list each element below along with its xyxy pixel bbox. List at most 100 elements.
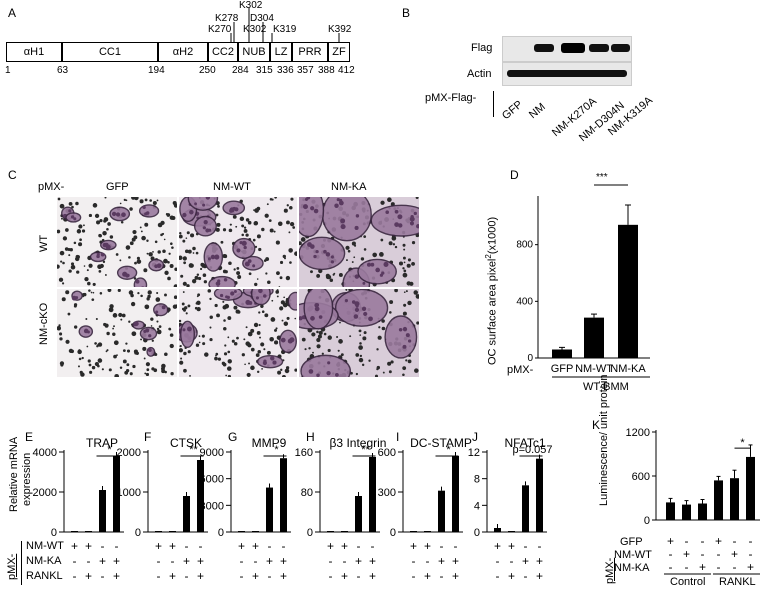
- stain-speck: [92, 203, 98, 208]
- stain-speck: [406, 263, 411, 268]
- stain-speck: [169, 333, 174, 337]
- domain-zf: ZF: [328, 42, 350, 62]
- stain-speck: [78, 224, 83, 229]
- nucleus: [330, 260, 335, 264]
- stain-speck: [403, 256, 406, 260]
- nucleus: [375, 267, 380, 273]
- stain-speck: [232, 214, 237, 219]
- stain-speck: [68, 254, 71, 257]
- stain-speck: [78, 357, 82, 361]
- stain-speck: [170, 372, 174, 376]
- stain-speck: [389, 300, 394, 305]
- stain-speck: [179, 232, 182, 235]
- nucleus: [340, 218, 346, 224]
- stain-speck: [288, 231, 291, 234]
- d-x-label-0: GFP: [551, 363, 574, 375]
- stain-speck: [294, 251, 297, 256]
- nucleus: [351, 300, 356, 304]
- stain-speck: [264, 313, 269, 318]
- blot-prefix: pMX-Flag-: [425, 92, 477, 104]
- nucleus: [207, 257, 211, 261]
- k-sig: *: [740, 437, 745, 449]
- blot-divider: [493, 91, 494, 117]
- stain-speck: [217, 357, 222, 361]
- stain-speck: [215, 213, 219, 217]
- domain-ah1: αH1: [6, 42, 62, 62]
- nucleus: [230, 291, 235, 296]
- micro-col-nmwt: NM-WT: [213, 181, 251, 193]
- stain-speck: [57, 325, 62, 331]
- nucleus: [252, 264, 256, 268]
- stain-speck: [332, 273, 335, 276]
- nucleus: [161, 305, 166, 310]
- expr-y-tick-label-5: 0: [474, 527, 480, 539]
- stain-speck: [231, 339, 235, 343]
- nucleus: [310, 206, 315, 211]
- micro-wt-nmwt: [178, 196, 298, 288]
- stain-speck: [133, 235, 138, 240]
- k-sign: -: [669, 560, 673, 574]
- stain-speck: [289, 205, 293, 210]
- stain-speck: [173, 295, 177, 300]
- stain-speck: [289, 261, 292, 264]
- domain-lz: LZ: [270, 42, 292, 62]
- stain-speck: [261, 368, 263, 370]
- expr-sign-2: +: [252, 569, 259, 583]
- expr-y-tick-label-3: 0: [307, 527, 313, 539]
- stain-speck: [192, 252, 195, 254]
- pos-250: 250: [199, 65, 216, 76]
- nucleus: [100, 252, 105, 257]
- k-group-rankl: RANKL: [719, 576, 756, 588]
- stain-speck: [163, 238, 166, 241]
- stain-speck: [187, 350, 191, 354]
- expr-sign-4: -: [454, 539, 458, 553]
- expr-sign-5: +: [536, 569, 543, 583]
- expr-sign-5: -: [496, 554, 500, 568]
- osteoclast: [250, 289, 271, 306]
- stain-speck: [143, 357, 146, 360]
- stain-speck: [405, 359, 408, 362]
- expr-sig-0: *: [107, 444, 112, 456]
- stain-speck: [179, 255, 183, 261]
- stain-speck: [288, 248, 293, 253]
- stain-speck: [73, 325, 78, 329]
- pos-194: 194: [148, 65, 165, 76]
- stain-speck: [106, 331, 110, 336]
- stain-speck: [381, 319, 385, 323]
- stain-speck: [264, 213, 269, 218]
- stain-speck: [99, 219, 103, 223]
- stain-speck: [256, 370, 260, 374]
- stain-speck: [286, 316, 290, 320]
- stain-speck: [136, 259, 142, 264]
- stain-speck: [172, 200, 177, 206]
- expr-sig-1: **: [189, 444, 198, 456]
- stain-speck: [260, 304, 264, 308]
- stain-speck: [209, 326, 212, 329]
- expr-y-tick-label-0: 4000: [33, 447, 57, 459]
- stain-speck: [246, 372, 251, 377]
- stain-speck: [202, 342, 206, 346]
- nucleus: [245, 299, 251, 305]
- stain-speck: [414, 368, 419, 373]
- stain-speck: [84, 277, 89, 282]
- stain-speck: [237, 275, 242, 279]
- stain-speck: [80, 372, 85, 377]
- stain-speck: [247, 331, 253, 337]
- nucleus: [205, 228, 210, 233]
- stain-speck: [112, 332, 116, 336]
- stain-speck: [179, 319, 182, 323]
- stain-speck: [311, 332, 316, 337]
- expr-bar-5-2: [522, 485, 529, 532]
- stain-speck: [68, 269, 72, 273]
- stain-speck: [187, 304, 191, 308]
- stain-speck: [188, 263, 194, 268]
- stain-speck: [83, 265, 86, 267]
- expr-sign-5: +: [508, 539, 515, 553]
- stain-speck: [86, 269, 89, 272]
- stain-speck: [351, 261, 354, 264]
- nucleus: [336, 198, 340, 202]
- micro-row-nmcko: NM-cKO: [38, 302, 50, 345]
- stain-speck: [338, 273, 343, 277]
- d-group: WT-BMM: [583, 381, 629, 393]
